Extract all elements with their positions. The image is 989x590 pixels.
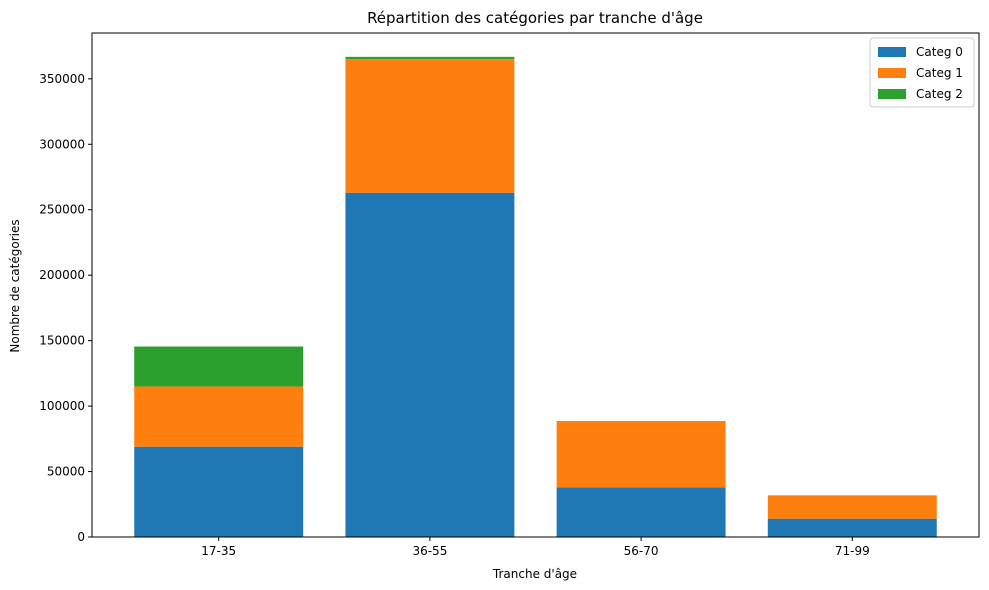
x-axis-ticks: 17-35 36-55 56-70 71-99 bbox=[201, 537, 870, 558]
bar-categ-0-17-35 bbox=[134, 446, 304, 537]
legend-swatch-categ-1 bbox=[878, 68, 906, 78]
y-tick-label: 250000 bbox=[39, 203, 85, 217]
plot-frame bbox=[91, 32, 980, 538]
bar-categ-2-17-35 bbox=[134, 346, 304, 387]
legend-label-categ-0: Categ 0 bbox=[916, 45, 963, 59]
bar-categ-0-56-70 bbox=[556, 487, 726, 537]
y-tick-label: 150000 bbox=[39, 334, 85, 348]
legend-swatch-categ-0 bbox=[878, 47, 906, 57]
y-tick-label: 50000 bbox=[47, 465, 85, 479]
x-tick-label: 71-99 bbox=[835, 544, 870, 558]
y-axis-label: Nombre de catégories bbox=[8, 219, 22, 352]
legend-swatch-categ-2 bbox=[878, 89, 906, 99]
x-tick-label: 17-35 bbox=[201, 544, 236, 558]
y-tick-label: 0 bbox=[77, 530, 85, 544]
y-tick-label: 200000 bbox=[39, 268, 85, 282]
y-axis-ticks: 0 50000 100000 150000 200000 250000 300000 3500… bbox=[39, 72, 92, 544]
x-tick-label: 56-70 bbox=[624, 544, 659, 558]
bar-categ-2-56-70 bbox=[556, 421, 726, 422]
bar-categ-2-36-55 bbox=[345, 56, 515, 60]
y-tick-label: 300000 bbox=[39, 137, 85, 151]
plot-area: 0 50000 100000 150000 200000 250000 300000 3500… bbox=[39, 32, 980, 558]
bar-categ-0-36-55 bbox=[345, 192, 515, 537]
x-tick-label: 36-55 bbox=[412, 544, 447, 558]
y-tick-label: 100000 bbox=[39, 399, 85, 413]
legend: Categ 0 Categ 1 Categ 2 bbox=[869, 37, 975, 108]
bar-categ-1-56-70 bbox=[556, 421, 726, 488]
bar-categ-1-71-99 bbox=[767, 495, 937, 519]
bar-categ-0-71-99 bbox=[767, 518, 937, 537]
x-axis-label: Tranche d'âge bbox=[492, 567, 577, 581]
legend-label-categ-1: Categ 1 bbox=[916, 66, 963, 80]
legend-label-categ-2: Categ 2 bbox=[916, 87, 963, 101]
bar-categ-1-17-35 bbox=[134, 386, 304, 447]
bar-categ-1-36-55 bbox=[345, 59, 515, 193]
chart-title: Répartition des catégories par tranche d… bbox=[367, 9, 703, 27]
y-tick-label: 350000 bbox=[39, 72, 85, 86]
bars-group bbox=[134, 56, 937, 537]
